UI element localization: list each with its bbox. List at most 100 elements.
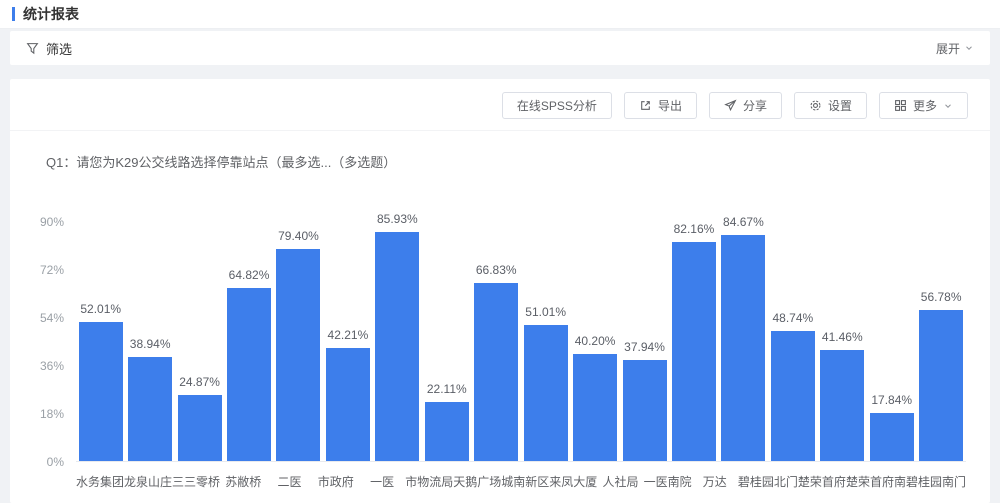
bar-group: 38.94% (125, 193, 174, 461)
bar-value-label: 17.84% (871, 393, 913, 408)
bar (573, 353, 618, 461)
y-axis-label: 0% (46, 455, 64, 469)
bar-group: 17.84% (867, 193, 916, 461)
x-axis-label: 楚荣首府 (797, 475, 846, 489)
x-axis: 水务集团 龙泉山庄 三三零桥 苏敝桥 二医 市政府 一医 市物流局 天鹅广场 城南新区 来凤大厦 人社… (28, 462, 970, 490)
bar (770, 331, 815, 461)
bar (721, 235, 766, 461)
bar (820, 350, 865, 461)
bar (869, 413, 914, 461)
x-axis-label: 万达 (702, 475, 727, 489)
bar (325, 348, 370, 461)
button-label: 更多 (912, 98, 937, 113)
bar-value-label: 22.11% (426, 382, 467, 397)
online-spss-button[interactable]: 在线SPSS分析 (501, 92, 612, 119)
x-axis-label: 碧桂园南门 (905, 475, 966, 489)
bar (375, 231, 420, 461)
bar-value-label: 56.78% (920, 289, 962, 304)
x-axis-label: 城南新区 (501, 475, 550, 489)
bar-value-label: 64.82% (228, 268, 270, 283)
filter-icon (26, 42, 39, 55)
bar-group: 66.83% (472, 193, 521, 461)
button-label: 导出 (657, 98, 682, 113)
toolbar: 在线SPSS分析 导出 分享 设置 更多 (10, 79, 990, 130)
x-axis-label: 碧桂园北门 (737, 475, 798, 489)
bar-value-label: 52.01% (80, 302, 122, 317)
bar (919, 309, 964, 461)
bar-value-label: 41.46% (821, 330, 863, 345)
bar-group: 82.16% (669, 193, 718, 461)
bar-value-label: 42.21% (327, 328, 369, 343)
bar-value-label: 40.20% (574, 333, 616, 348)
report-card: 在线SPSS分析 导出 分享 设置 更多 Q1：请您为K29公交线路选择停靠站点（最多选… (10, 79, 990, 503)
bar-value-label: 84.67% (723, 215, 764, 230)
bar-group: 40.20% (570, 193, 619, 461)
bar-group: 85.93% (373, 193, 422, 461)
x-axis-label: 二医 (277, 475, 302, 489)
bar-group: 51.01% (521, 193, 570, 461)
y-axis-label: 36% (39, 359, 64, 373)
toolbar-divider (10, 130, 990, 131)
y-axis-label: 90% (39, 215, 64, 229)
export-icon (639, 99, 652, 112)
x-axis-label: 市物流局 (405, 475, 454, 489)
bar (78, 322, 123, 461)
bar-group: 22.11% (422, 193, 471, 461)
bar (128, 357, 173, 461)
chevron-down-icon (964, 43, 974, 53)
x-axis-label: 苏敝桥 (225, 475, 262, 489)
bar (177, 394, 222, 461)
x-axis-label: 一医 (370, 475, 395, 489)
bar-group: 41.46% (818, 193, 867, 461)
gear-icon (809, 99, 822, 112)
share-button[interactable]: 分享 (708, 92, 782, 119)
button-label: 设置 (827, 98, 852, 113)
bar-group: 37.94% (620, 193, 669, 461)
x-axis-label: 市政府 (317, 475, 354, 489)
x-axis-label: 来凤大厦 (549, 475, 598, 489)
filter-bar: 筛选 展开 (10, 31, 990, 65)
bar-group: 79.40% (274, 193, 323, 461)
filter-button[interactable]: 筛选 (26, 39, 72, 58)
bar-value-label: 51.01% (525, 304, 566, 319)
bar-value-label: 66.83% (475, 262, 517, 277)
x-axis-label: 人社局 (602, 475, 639, 489)
more-button[interactable]: 更多 (878, 92, 968, 119)
bar-value-label: 48.74% (772, 311, 814, 326)
bar (474, 282, 519, 461)
y-axis-label: 54% (39, 311, 64, 325)
y-axis-label: 72% (39, 263, 64, 277)
bar-value-label: 79.40% (278, 229, 319, 244)
bar (622, 359, 667, 461)
question-title: Q1：请您为K29公交线路选择停靠站点（最多选...（多选题） (46, 155, 397, 170)
bar (671, 241, 716, 461)
bar-group: 42.21% (323, 193, 372, 461)
button-label: 在线SPSS分析 (516, 98, 597, 113)
bar (424, 402, 469, 461)
bar (227, 288, 272, 461)
chevron-down-icon (943, 101, 953, 111)
bar-value-label: 82.16% (673, 221, 715, 236)
plot-area: 52.01% 38.94% 24.87% 64.82% 79.40% 42.21% 85.9… (76, 193, 966, 462)
bar-group: 48.74% (768, 193, 817, 461)
bar-group: 84.67% (719, 193, 768, 461)
grid-icon (894, 99, 907, 112)
y-axis: 0% 18% 36% 54% 72% 90% (28, 215, 68, 469)
bar-group: 64.82% (224, 193, 273, 461)
title-accent-bar (12, 7, 15, 21)
button-label: 分享 (742, 98, 767, 113)
bar-group: 24.87% (175, 193, 224, 461)
bar-chart: 0% 18% 36% 54% 72% 90% 52.01% 38.94% 24.87% 64.8… (28, 193, 970, 469)
page-header: 统计报表 (0, 0, 1000, 29)
y-axis-label: 18% (39, 407, 64, 421)
bar-group: 56.78% (916, 193, 965, 461)
x-axis-label: 三三零桥 (172, 475, 221, 489)
bar (276, 249, 321, 461)
settings-button[interactable]: 设置 (793, 92, 867, 119)
bar (523, 324, 568, 461)
expand-toggle[interactable]: 展开 (936, 40, 974, 57)
share-icon (724, 99, 737, 112)
export-button[interactable]: 导出 (623, 92, 697, 119)
bar-value-label: 24.87% (179, 374, 220, 389)
filter-label: 筛选 (46, 41, 73, 57)
